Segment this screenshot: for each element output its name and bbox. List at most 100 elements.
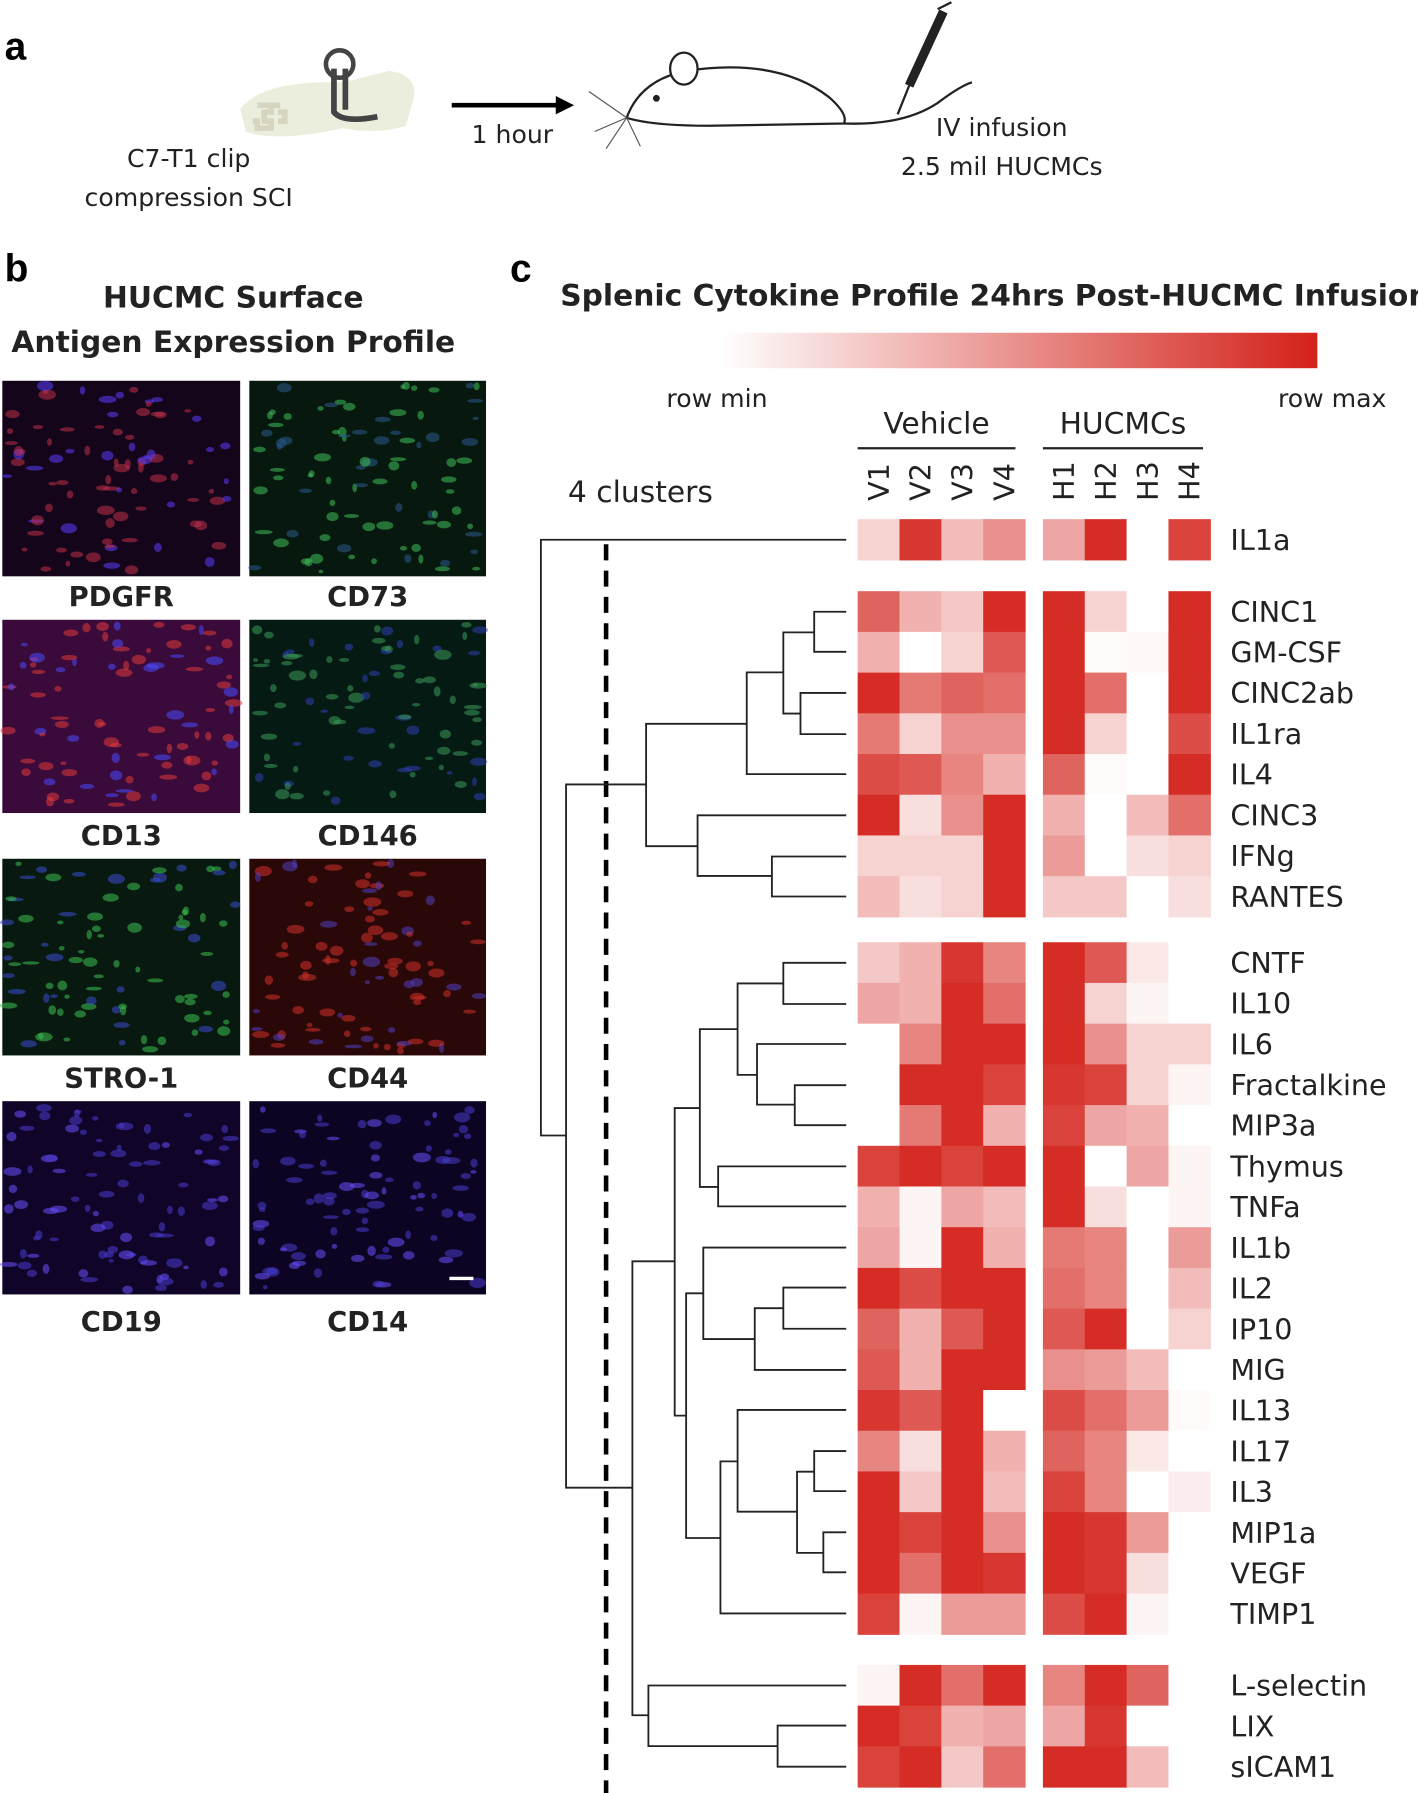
- heatmap-cell: [1168, 1064, 1211, 1106]
- cell: [469, 682, 487, 689]
- cell: [465, 382, 475, 389]
- heatmap-cell: [899, 1471, 942, 1513]
- cell: [418, 554, 424, 564]
- cell: [274, 702, 287, 709]
- colorbar-label: row max: [1278, 384, 1387, 413]
- cell: [416, 441, 422, 449]
- cell: [96, 621, 109, 631]
- cell: [355, 879, 370, 889]
- cell: [350, 959, 358, 967]
- cell: [166, 501, 175, 508]
- heatmap-cell: [857, 794, 901, 837]
- cell: [121, 537, 138, 543]
- row-label: Thymus: [1229, 1149, 1343, 1183]
- row-label: IL6: [1230, 1027, 1273, 1061]
- cell: [343, 1030, 351, 1038]
- heatmap-cell: [1168, 1512, 1211, 1554]
- cell: [387, 1237, 405, 1247]
- cell: [270, 1042, 286, 1048]
- heatmap-cell: [899, 1186, 942, 1228]
- cell: [291, 1260, 307, 1266]
- cell: [281, 660, 293, 666]
- cell: [115, 1122, 134, 1131]
- heatmap-cell: [1042, 754, 1086, 796]
- heatmap-cell: [983, 1349, 1026, 1391]
- column-label: H3: [1131, 461, 1165, 501]
- cell: [205, 645, 212, 651]
- cell: [187, 933, 201, 943]
- heatmap-cell: [857, 1593, 901, 1635]
- cell: [273, 1033, 285, 1041]
- cell: [292, 859, 298, 869]
- cell: [397, 1047, 404, 1055]
- cell: [127, 922, 142, 933]
- cell: [329, 945, 344, 956]
- cell: [319, 1008, 336, 1017]
- cell: [19, 875, 36, 880]
- cell: [325, 955, 331, 965]
- whiskers: [588, 91, 641, 149]
- cell: [112, 639, 124, 648]
- heatmap-cell: [857, 1746, 901, 1788]
- cell: [209, 496, 226, 505]
- cell: [7, 988, 26, 995]
- cell: [273, 538, 289, 548]
- cell: [453, 1132, 460, 1138]
- cell: [175, 883, 183, 892]
- heatmap-cell: [983, 794, 1026, 837]
- cell: [178, 1182, 189, 1188]
- heatmap-cell: [857, 1267, 901, 1310]
- heatmap-cell: [1126, 519, 1170, 561]
- cell: [440, 559, 451, 567]
- cell: [20, 1040, 38, 1048]
- cell: [68, 956, 84, 964]
- cell: [206, 447, 215, 453]
- cell: [85, 1172, 98, 1177]
- cell: [61, 768, 78, 777]
- cell: [43, 993, 50, 1003]
- cell: [305, 1198, 315, 1206]
- cell: [39, 732, 46, 737]
- cell: [43, 1207, 59, 1215]
- cell: [359, 1026, 372, 1032]
- cell: [65, 560, 71, 567]
- cell: [286, 924, 305, 934]
- heatmap-cell: [941, 1746, 984, 1788]
- heatmap-cell: [1126, 1390, 1170, 1432]
- cell: [98, 395, 117, 404]
- heatmap-cell: [1168, 1267, 1211, 1310]
- heatmap-cell: [941, 631, 984, 674]
- row-label: sICAM1: [1230, 1750, 1336, 1784]
- heatmap-cell: [1126, 982, 1170, 1025]
- cell: [364, 980, 370, 985]
- heatmap-cell: [857, 672, 901, 714]
- cell: [187, 459, 194, 465]
- heatmap-cell: [983, 1308, 1026, 1350]
- cell: [461, 920, 472, 925]
- cell: [135, 966, 141, 973]
- cell: [45, 982, 54, 990]
- cell: [26, 1269, 37, 1277]
- row-label: IFNg: [1230, 839, 1294, 873]
- cell: [152, 867, 167, 874]
- heatmap-cell: [857, 1227, 901, 1269]
- cell: [19, 661, 27, 669]
- heatmap-cell: [899, 1593, 942, 1635]
- cell: [94, 718, 105, 728]
- heatmap-cell: [1126, 1267, 1170, 1310]
- cell: [428, 1039, 445, 1047]
- cell: [169, 654, 185, 658]
- cell: [222, 991, 230, 998]
- heatmap-cell: [1084, 1349, 1128, 1391]
- cell: [319, 1159, 327, 1168]
- heatmap-cell: [941, 1471, 984, 1513]
- cell: [74, 1010, 86, 1018]
- cell: [406, 931, 413, 937]
- cell: [129, 386, 139, 393]
- cell: [399, 546, 408, 551]
- cell: [32, 425, 44, 430]
- cell: [461, 622, 472, 628]
- cell: [252, 1009, 261, 1014]
- cell: [79, 386, 86, 395]
- heatmap-cell: [983, 876, 1026, 918]
